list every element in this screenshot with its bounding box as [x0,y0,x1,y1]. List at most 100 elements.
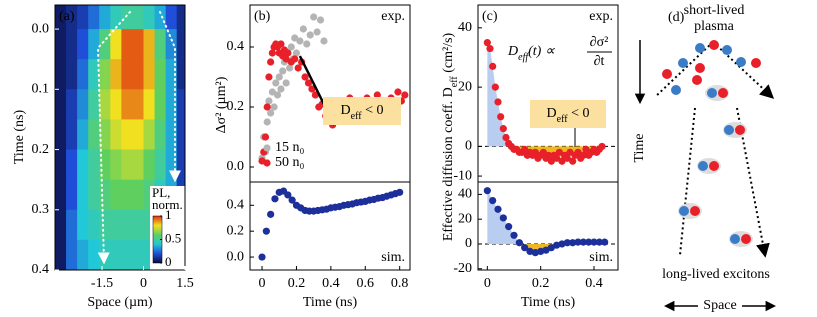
heatmap-cell [99,179,111,211]
heatmap-cell [66,5,78,30]
text-part: Effective diffusion coeff. D [441,87,456,241]
electron [736,57,746,67]
data-point [510,231,518,239]
data-point [320,37,328,45]
heatmap-cell [132,59,145,90]
data-point [267,109,275,117]
heatmap-cell [88,5,100,30]
data-point [531,148,539,156]
data-point [579,238,587,246]
heatmap-cell [88,119,100,151]
legend-label: 15 n₀ [275,140,305,155]
colorbar-tick-label: 1 [165,207,172,222]
heatmap-cell [88,29,100,60]
data-point [489,196,497,205]
data-point [569,239,577,247]
y-tick-label: 0.0 [227,249,245,264]
legend-marker [263,159,271,167]
data-point [601,238,609,246]
heatmap-cell [121,239,133,271]
colorbar-label: PL, [152,185,170,200]
data-point [270,103,278,111]
heatmap-cell [121,119,133,151]
heatmap-cell [77,89,89,120]
data-point [563,154,571,162]
rich-text: Deff < 0 [547,106,590,125]
heatmap-cell [143,209,156,241]
hole [751,58,761,68]
heatmap-cell [132,209,145,241]
y-tick-label: 0 [465,236,472,251]
expansion-arrow [654,41,772,97]
corner-label: exp. [381,9,405,24]
data-point [566,148,574,156]
heatmap-cell [165,5,178,30]
data-point [486,44,494,53]
x-tick-label: 0.4 [322,276,340,291]
heatmap-cell [110,149,122,181]
heatmap-cell [165,89,178,120]
text-part: D [547,106,557,121]
y-tick-label: 0.0 [32,21,50,36]
data-point [401,91,409,99]
data-point [313,28,321,36]
trajectory-guide [159,11,181,183]
hole [741,234,751,244]
y-tick-label: 0.2 [227,223,245,238]
heatmap-cell [55,239,67,271]
electron [695,43,705,53]
heatmap-cell [176,59,186,90]
data-point [304,79,313,87]
y-tick-label: 0.3 [32,202,50,217]
diagram-text: Space [703,298,736,313]
hole [735,125,745,135]
heatmap-cell [154,5,167,30]
heatmap-cell [88,179,100,211]
x-axis-label: Space (µm) [87,295,153,310]
colorbar-label: norm. [152,197,183,212]
legend-marker [263,144,271,152]
heatmap-cell [77,29,89,60]
y-tick-label: 20 [458,211,472,226]
heatmap-cell [154,89,167,120]
electron [707,88,717,98]
data-point [263,103,271,111]
data-point [585,238,593,246]
y-tick-label: 0.1 [32,82,50,97]
data-point [316,16,325,24]
x-tick-label: 0.2 [532,276,550,291]
data-point [545,151,553,159]
data-point [396,188,404,196]
heatmap-cell [121,89,133,120]
heatmap-cell [110,59,122,90]
heatmap-cell [121,179,133,211]
data-point [258,253,266,261]
data-point [579,151,587,159]
heatmap-cell [132,179,145,211]
y-axis-label: Δσ² (µm²) [214,76,229,133]
data-point [499,214,507,222]
subscript: eff [351,111,363,122]
heatmap-cell [143,29,156,60]
data-point [483,39,491,47]
heatmap-cell [66,239,78,271]
hole [662,69,672,79]
panel-label: (c) [482,9,498,24]
heatmap-cell [77,209,89,241]
rich-text: Deff(t) ∝ [507,44,556,63]
heatmap-cell [99,59,111,90]
data-point [553,154,561,162]
data-point [394,88,402,96]
y-tick-label: 0.0 [227,159,245,174]
y-tick-label: 0.2 [227,99,245,114]
data-point [494,98,502,106]
heatmap-cell [66,89,78,120]
data-point [590,238,598,246]
data-point [275,73,283,81]
hole [692,75,702,85]
data-point [558,157,566,165]
heatmap-cell [143,59,156,90]
heatmap-cell [143,239,156,271]
data-point [284,49,292,57]
electrons [671,43,746,244]
